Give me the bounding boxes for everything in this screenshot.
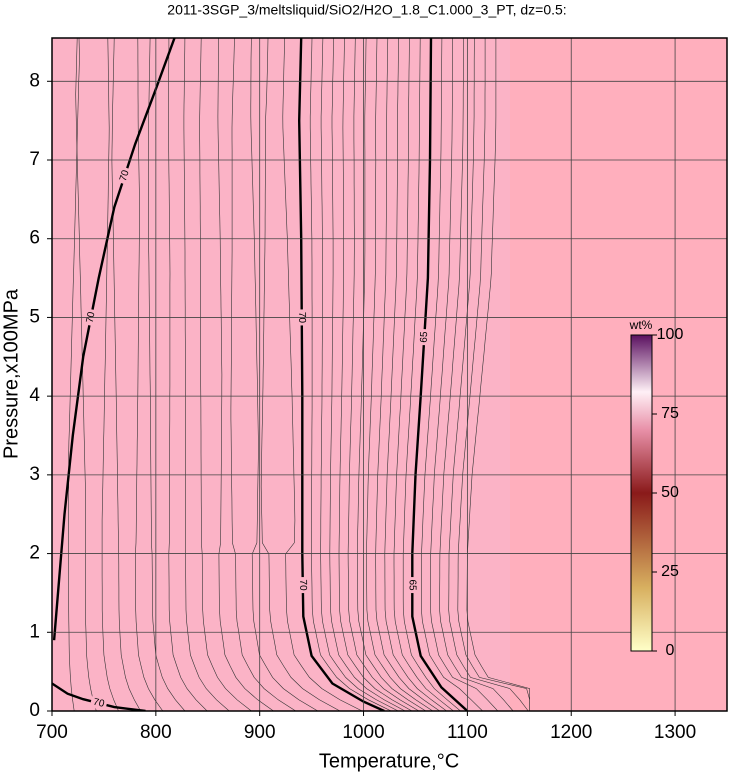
minor-contour	[329, 38, 406, 711]
contour-label: 70	[297, 579, 308, 591]
y-axis-label: Pressure,x100MPa	[0, 288, 22, 459]
minor-contour	[217, 38, 274, 711]
minor-contour	[347, 38, 420, 711]
x-tick-label: 1300	[654, 722, 696, 743]
y-tick-label: 3	[29, 464, 40, 485]
minor-contour	[75, 38, 97, 711]
minor-contour	[448, 38, 529, 711]
plot-frame	[51, 37, 728, 712]
colorbar-label: wt%	[629, 318, 653, 332]
contour-line	[52, 682, 146, 711]
colorbar-tick-label: 75	[661, 405, 679, 422]
contour-line	[411, 38, 469, 711]
minor-contour	[338, 38, 413, 711]
y-tick-label: 1	[29, 621, 40, 642]
minor-contour	[393, 38, 454, 711]
minor-contour	[199, 38, 252, 711]
plot-region	[510, 38, 727, 711]
minor-contour	[250, 38, 318, 711]
minor-contour	[309, 38, 392, 711]
minor-contour	[402, 38, 461, 711]
y-tick-label: 5	[29, 306, 40, 327]
colorbar-tick-label: 50	[661, 484, 679, 501]
colorbar-tick-label: 0	[666, 642, 675, 659]
x-tick-label: 1200	[550, 722, 592, 743]
chart-title: 2011-3SGP_3/meltsliquid/SiO2/H2O_1.8_C1.…	[167, 2, 566, 18]
colorbar-tick-label: 100	[657, 326, 684, 343]
minor-contour	[366, 38, 433, 711]
contour-label-bg	[406, 577, 419, 594]
colorbar	[630, 334, 653, 652]
colorbar-tick-label: 25	[661, 563, 679, 580]
contour-label: 70	[118, 168, 132, 182]
minor-contour	[230, 38, 296, 711]
contour-label-bg	[89, 695, 108, 711]
minor-contour	[148, 38, 186, 711]
minor-contour	[167, 38, 208, 711]
y-tick-label: 8	[29, 70, 40, 91]
minor-contour	[384, 38, 447, 711]
minor-contour	[430, 38, 499, 711]
minor-contour	[101, 38, 119, 711]
minor-contour	[111, 38, 141, 711]
y-tick-label: 7	[29, 149, 40, 170]
minor-contour	[457, 38, 530, 711]
x-tick-label: 800	[140, 722, 172, 743]
contour-line	[52, 38, 176, 641]
x-tick-label: 700	[36, 722, 68, 743]
minor-contour	[183, 38, 230, 711]
minor-contour	[375, 38, 440, 711]
x-axis-label: Temperature,°C	[319, 750, 459, 772]
x-tick-label: 900	[244, 722, 276, 743]
x-tick-label: 1000	[342, 722, 384, 743]
y-tick-label: 6	[29, 228, 40, 249]
minor-contour	[320, 38, 399, 711]
contour-label-bg	[296, 576, 309, 594]
x-tick-label: 1100	[447, 722, 488, 743]
minor-contour	[356, 38, 426, 711]
minor-contour	[260, 38, 341, 711]
contour-label: 70	[92, 697, 106, 710]
contour-label-bg	[116, 166, 133, 186]
minor-contour	[421, 38, 483, 711]
minor-contour	[135, 38, 164, 711]
contour-label: 65	[407, 579, 418, 591]
y-tick-label: 0	[29, 700, 40, 721]
y-tick-label: 4	[29, 385, 40, 406]
minor-contour	[439, 38, 514, 711]
y-tick-label: 2	[29, 543, 40, 564]
contour-label: 65	[419, 331, 431, 343]
minor-contour	[282, 38, 363, 711]
contour-label-bg	[417, 328, 431, 346]
